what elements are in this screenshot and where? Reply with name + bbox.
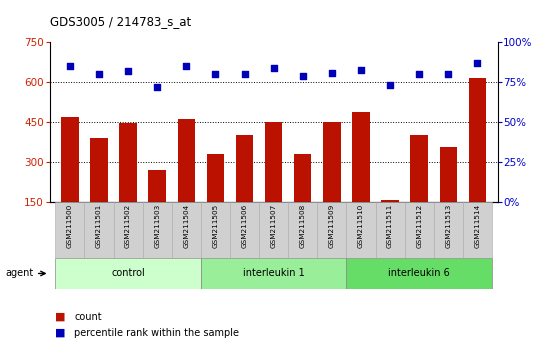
Bar (376, 202, 405, 258)
Point (444, 72, 453, 77)
Bar (207, 154, 224, 202)
Bar (434, 202, 463, 258)
Bar (56, 258, 201, 289)
Point (182, 64, 191, 69)
Bar (230, 202, 259, 258)
Bar (439, 147, 457, 202)
Text: ■: ■ (55, 312, 65, 322)
Point (211, 72, 220, 77)
Text: GDS3005 / 214783_s_at: GDS3005 / 214783_s_at (50, 15, 191, 28)
Bar (317, 202, 346, 258)
Bar (119, 124, 137, 202)
Point (356, 67, 365, 73)
Bar (56, 202, 85, 258)
Text: GSM211502: GSM211502 (125, 204, 131, 248)
Text: GSM211500: GSM211500 (67, 204, 73, 248)
Bar (236, 135, 253, 202)
Bar (201, 202, 230, 258)
Bar (142, 202, 172, 258)
Bar (352, 112, 370, 202)
Text: GSM211508: GSM211508 (300, 204, 306, 248)
Bar (259, 202, 288, 258)
Point (95, 72, 103, 77)
Text: GSM211511: GSM211511 (387, 204, 393, 248)
Point (240, 72, 249, 77)
Point (327, 70, 336, 76)
Text: GSM211513: GSM211513 (446, 204, 451, 248)
Bar (113, 202, 142, 258)
Bar (346, 258, 492, 289)
Bar (294, 154, 311, 202)
Text: GSM211512: GSM211512 (416, 204, 422, 248)
Text: GSM211506: GSM211506 (241, 204, 248, 248)
Bar (178, 119, 195, 202)
Bar (346, 202, 376, 258)
Text: GSM211503: GSM211503 (154, 204, 160, 248)
Bar (463, 202, 492, 258)
Text: GSM211507: GSM211507 (271, 204, 277, 248)
Text: GSM211510: GSM211510 (358, 204, 364, 248)
Text: GSM211505: GSM211505 (212, 204, 218, 248)
Text: count: count (74, 312, 102, 322)
Point (270, 65, 278, 71)
Bar (323, 122, 340, 202)
Bar (265, 122, 282, 202)
Bar (172, 202, 201, 258)
Bar (85, 202, 113, 258)
Text: percentile rank within the sample: percentile rank within the sample (74, 328, 239, 338)
Point (415, 72, 424, 77)
Bar (469, 78, 486, 202)
Point (386, 82, 394, 88)
Text: control: control (111, 268, 145, 279)
Text: interleukin 1: interleukin 1 (243, 268, 305, 279)
Point (124, 68, 133, 74)
Bar (201, 258, 346, 289)
Text: GSM211514: GSM211514 (475, 204, 480, 248)
Bar (381, 200, 399, 202)
Bar (61, 117, 79, 202)
Point (153, 84, 162, 90)
Text: agent: agent (6, 268, 34, 279)
Bar (405, 202, 434, 258)
Bar (288, 202, 317, 258)
Bar (410, 135, 428, 202)
Text: ■: ■ (55, 328, 65, 338)
Point (65, 64, 74, 69)
Text: GSM211504: GSM211504 (183, 204, 189, 248)
Point (473, 60, 482, 66)
Point (298, 73, 307, 79)
Text: GSM211501: GSM211501 (96, 204, 102, 248)
Bar (148, 170, 166, 202)
Text: GSM211509: GSM211509 (329, 204, 335, 248)
Bar (90, 138, 108, 202)
Text: interleukin 6: interleukin 6 (388, 268, 450, 279)
